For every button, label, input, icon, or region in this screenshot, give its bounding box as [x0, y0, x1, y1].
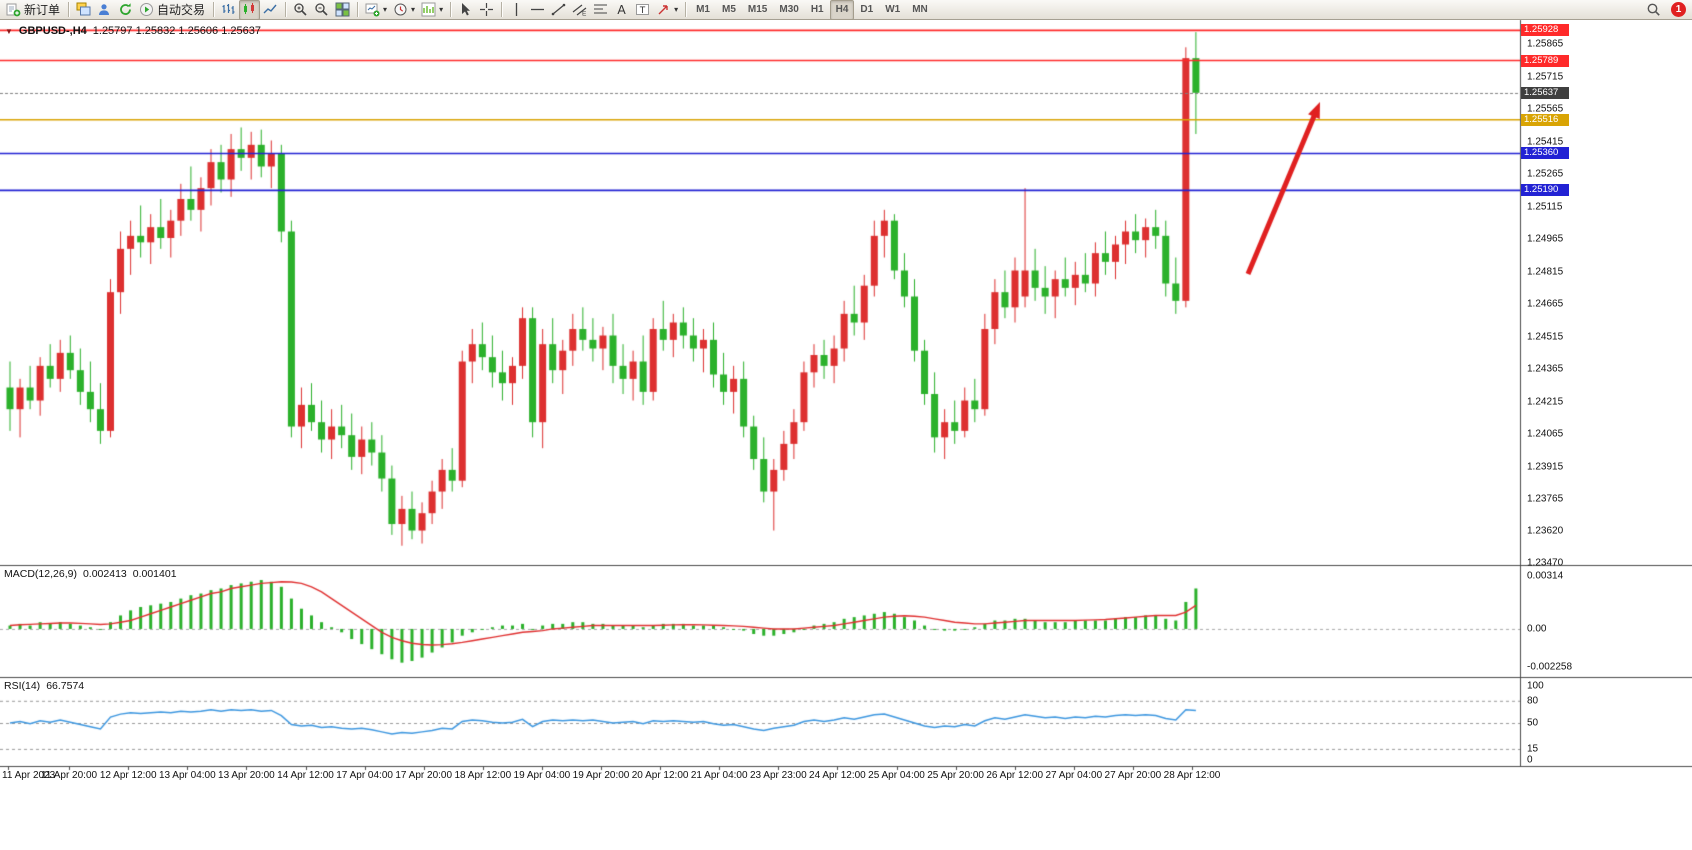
search-icon	[1646, 2, 1661, 17]
bar-chart-button[interactable]	[218, 0, 239, 20]
text-button[interactable]: A	[611, 0, 632, 20]
timeframe-H4-label: H4	[835, 4, 849, 15]
trendline-button[interactable]	[548, 0, 569, 20]
newchart-icon	[365, 2, 380, 17]
timeframe-H1-label: H1	[810, 4, 824, 15]
vertical-line-button[interactable]	[506, 0, 527, 20]
neworder-icon	[6, 2, 21, 17]
notification-badge[interactable]: 1	[1671, 2, 1686, 17]
cascade-icon	[76, 2, 91, 17]
horizontal-line-button[interactable]	[527, 0, 548, 20]
hline-icon	[530, 2, 545, 17]
timeframe-M5-label: M5	[722, 4, 736, 15]
text-icon: A	[614, 2, 629, 17]
timeframe-D1[interactable]: D1	[854, 0, 879, 20]
candles-icon	[242, 2, 257, 17]
toolbar-separator	[213, 2, 215, 17]
new-chart-button[interactable]: ▾	[362, 0, 390, 20]
zoomout-icon	[314, 2, 329, 17]
dropdown-caret-icon: ▾	[439, 5, 444, 14]
cursor-button[interactable]	[455, 0, 476, 20]
templates-button[interactable]: ▾	[418, 0, 446, 20]
timeframe-H1[interactable]: H1	[805, 0, 830, 20]
line-chart-button[interactable]	[260, 0, 281, 20]
text-label-button[interactable]: T	[632, 0, 653, 20]
timeframe-M15[interactable]: M15	[742, 0, 773, 20]
dropdown-caret-icon: ▾	[674, 5, 679, 14]
line-icon	[263, 2, 278, 17]
autotrading-button[interactable]: 自动交易	[136, 0, 209, 20]
toolbar-separator	[357, 2, 359, 17]
crosshair-button[interactable]	[476, 0, 497, 20]
toolbar-separator	[285, 2, 287, 17]
timeframe-H4[interactable]: H4	[829, 0, 855, 20]
timeframe-MN-label: MN	[912, 4, 928, 15]
channel-icon: E	[572, 2, 587, 17]
svg-text:T: T	[640, 5, 646, 16]
bars-icon	[221, 2, 236, 17]
timeframe-M15-label: M15	[747, 4, 768, 15]
svg-text:E: E	[582, 11, 587, 18]
vline-icon	[509, 2, 524, 17]
label-icon: T	[635, 2, 650, 17]
zoomin-icon	[293, 2, 308, 17]
dropdown-caret-icon: ▾	[383, 5, 388, 14]
charts-window-button[interactable]	[73, 0, 94, 20]
toolbar-separator	[685, 2, 687, 17]
periodicity-button[interactable]: ▾	[390, 0, 418, 20]
cursor-icon	[458, 2, 473, 17]
tile-icon	[335, 2, 350, 17]
svg-text:A: A	[617, 3, 626, 17]
toolbar-separator	[68, 2, 70, 17]
timeframe-MN[interactable]: MN	[906, 0, 934, 20]
dropdown-caret-icon: ▾	[411, 5, 416, 14]
tile-windows-button[interactable]	[332, 0, 353, 20]
timeframe-D1-label: D1	[860, 4, 874, 15]
fibonacci-button[interactable]	[590, 0, 611, 20]
profile-icon	[97, 2, 112, 17]
refresh-button[interactable]	[115, 0, 136, 20]
autotrade-icon	[139, 2, 154, 17]
trendline-icon	[551, 2, 566, 17]
arrows-button[interactable]: ▾	[653, 0, 681, 20]
timeframe-M30[interactable]: M30	[773, 0, 804, 20]
timeframe-M5[interactable]: M5	[716, 0, 742, 20]
search-button[interactable]	[1643, 0, 1664, 20]
toolbar-separator	[450, 2, 452, 17]
refresh-icon	[118, 2, 133, 17]
candlestick-chart-button[interactable]	[239, 0, 261, 20]
toolbar-right: 1	[1643, 0, 1689, 20]
timeframe-M30-label: M30	[779, 4, 799, 15]
clock-icon	[393, 2, 408, 17]
zoom-in-button[interactable]	[290, 0, 311, 20]
template-icon	[421, 2, 436, 17]
autotrading-button-label: 自动交易	[157, 3, 206, 17]
fibo-icon	[593, 2, 608, 17]
timeframe-M1[interactable]: M1	[690, 0, 716, 20]
new-order-button[interactable]: 新订单	[3, 0, 64, 20]
toolbar: 新订单 自动交易 ▾ ▾ ▾ E A T ▾ M1 M5 M15 M30 H1 H4 D1 W1 MN 1	[0, 0, 1692, 20]
timeframe-M1-label: M1	[696, 4, 710, 15]
zoom-out-button[interactable]	[311, 0, 332, 20]
profile-button[interactable]	[94, 0, 115, 20]
timeframe-W1-label: W1	[885, 4, 901, 15]
equidistant-channel-button[interactable]: E	[569, 0, 590, 20]
timeframe-W1[interactable]: W1	[879, 0, 906, 20]
toolbar-separator	[501, 2, 503, 17]
arrows-icon	[656, 2, 671, 17]
crosshair-icon	[479, 2, 494, 17]
new-order-button-label: 新订单	[24, 3, 61, 17]
